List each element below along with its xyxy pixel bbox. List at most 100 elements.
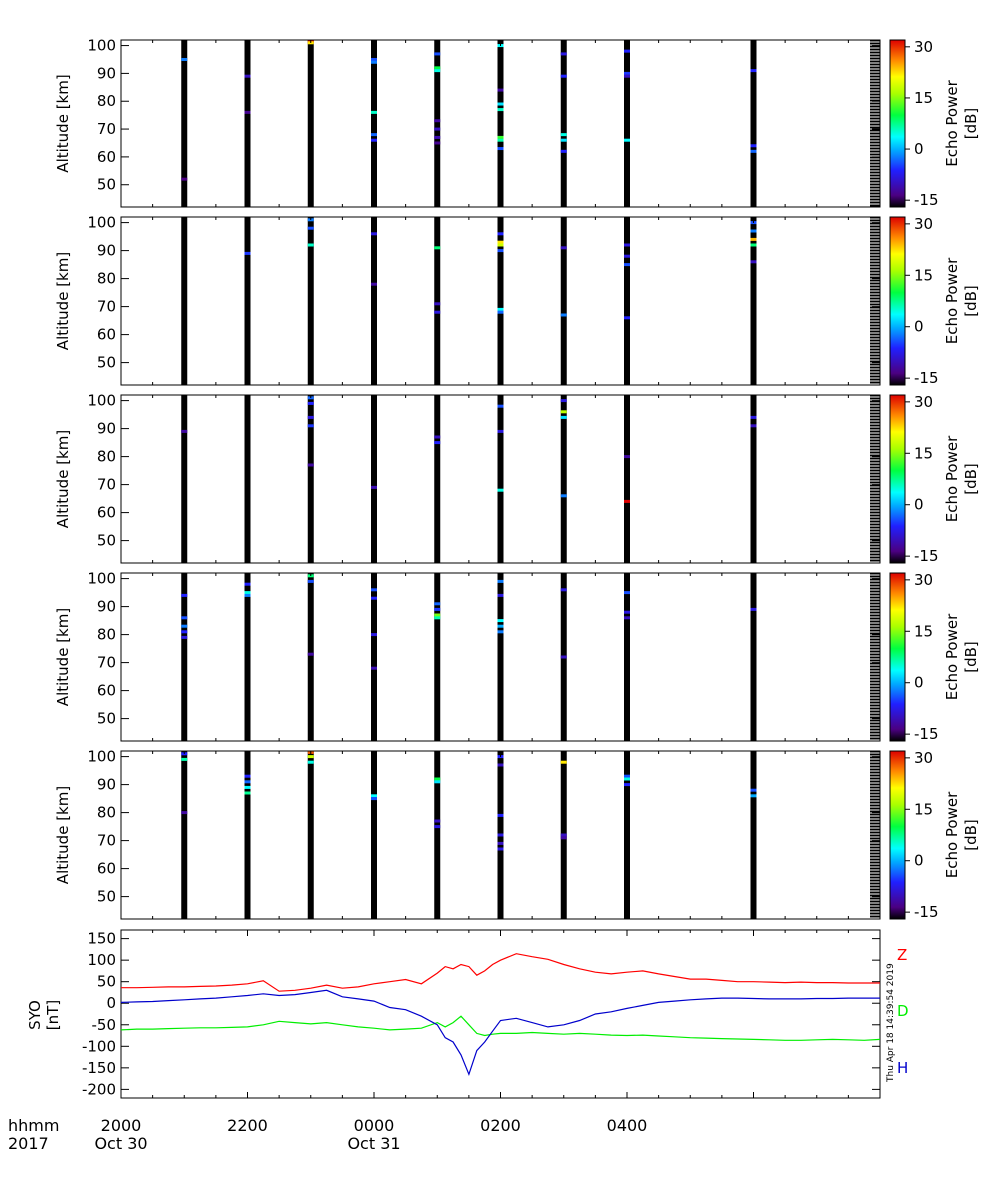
echo-layer — [497, 310, 504, 314]
beam-column — [244, 395, 251, 563]
echo-layer — [497, 429, 504, 433]
echo-layer — [497, 243, 504, 247]
y-tick-label: -150 — [82, 1059, 116, 1077]
beam-column-edge — [870, 751, 880, 919]
beam-column — [434, 395, 441, 563]
time-tick-label: 2000 — [101, 1116, 142, 1135]
colorbar-gradient — [889, 394, 906, 564]
beam-column — [497, 395, 504, 563]
echo-layer — [624, 499, 630, 503]
echo-layer — [307, 226, 314, 230]
beam-column — [181, 751, 188, 919]
echo-layer — [371, 797, 377, 801]
echo-layer — [560, 588, 567, 592]
colorbar: -15 0 15 30 Echo Power [dB] — [889, 571, 980, 743]
y-axis-label: Altitude [km] — [54, 430, 72, 528]
echo-layer — [560, 655, 567, 659]
y-tick-label: 70 — [97, 832, 116, 850]
colorbar-unit: [dB] — [962, 463, 980, 495]
echo-layer — [244, 785, 251, 789]
echo-layer — [560, 494, 567, 498]
echo-layer — [750, 243, 757, 247]
time-tick-label: 0400 — [607, 1116, 648, 1135]
echo-layer — [624, 774, 630, 778]
y-tick-label: 90 — [97, 64, 116, 82]
echo-layer — [244, 780, 251, 784]
colorbar-gradient — [889, 39, 906, 208]
legend-entry-z: Z — [897, 946, 907, 964]
echo-layer — [307, 463, 314, 467]
beam-column — [244, 573, 251, 741]
edge-column — [870, 573, 880, 741]
date-tick-label: Oct 30 — [94, 1134, 147, 1153]
beam-column — [307, 395, 314, 563]
echo-layer — [497, 624, 504, 628]
echo-layer — [497, 841, 504, 845]
beam-column — [624, 40, 630, 207]
echo-layer — [560, 410, 567, 414]
echo-layer — [244, 110, 251, 114]
beam-column — [181, 395, 188, 563]
echo-layer — [434, 66, 441, 70]
echo-layer — [434, 135, 441, 139]
y-tick-label: 80 — [97, 626, 116, 644]
echo-layer — [434, 119, 441, 123]
echo-layer — [750, 607, 757, 611]
echo-layer — [244, 591, 251, 595]
y-tick-label: 50 — [97, 973, 116, 991]
beam-column — [560, 395, 567, 563]
date-tick-label: Oct 31 — [347, 1134, 400, 1153]
echo-layer — [434, 616, 441, 620]
beam-column — [307, 40, 314, 207]
series-line-z — [121, 953, 880, 992]
echo-layer — [750, 237, 757, 241]
echo-layer — [307, 652, 314, 656]
colorbar-gradient — [889, 572, 906, 742]
colorbar-tick-label: 30 — [914, 749, 933, 767]
echo-panel-4: 50 60 70 80 90 100 Altitude [km] -15 0 15 30 Echo P… — [54, 570, 980, 744]
time-tick-label: 0000 — [354, 1116, 395, 1135]
echo-layer — [624, 71, 630, 75]
echo-layer — [181, 630, 188, 634]
echo-layer — [434, 825, 441, 829]
colorbar-unit: [dB] — [962, 819, 980, 851]
y-tick-label: 100 — [87, 214, 116, 232]
series-line-h — [120, 989, 880, 1077]
colorbar: -15 0 15 30 Echo Power [dB] — [889, 393, 980, 565]
echo-layer — [624, 138, 630, 142]
time-tick-label: 2200 — [227, 1116, 268, 1135]
echo-layer — [371, 485, 377, 489]
colorbar: -15 0 15 30 Echo Power [dB] — [889, 38, 980, 209]
echo-layer — [371, 794, 377, 798]
colorbar-tick-label: 30 — [914, 393, 933, 411]
series-line-d — [120, 1015, 881, 1041]
time-axis-year-label: 2017 — [8, 1134, 49, 1153]
echo-layer — [750, 794, 757, 798]
echo-layer — [434, 52, 441, 56]
colorbar-tick-label: 30 — [914, 38, 933, 56]
beam-column — [434, 573, 441, 741]
beam-column — [371, 40, 377, 207]
echo-layer — [497, 488, 504, 492]
echo-layer — [371, 60, 377, 64]
echo-layer — [434, 613, 441, 617]
y-tick-label: 100 — [87, 392, 116, 410]
echo-layer — [434, 780, 441, 784]
beam-column — [624, 217, 630, 385]
echo-layer — [560, 399, 567, 403]
echo-layer — [497, 108, 504, 112]
echo-layer — [434, 435, 441, 439]
echo-layer — [750, 69, 757, 73]
edge-column — [870, 217, 880, 385]
echo-layer — [497, 813, 504, 817]
echo-layer — [560, 149, 567, 153]
echo-layer — [497, 147, 504, 151]
beam-column — [181, 217, 188, 385]
colorbar-label: Echo Power — [943, 791, 961, 878]
colorbar-tick-label: -15 — [914, 369, 939, 387]
echo-layer — [497, 138, 504, 142]
echo-layer — [624, 263, 630, 267]
y-tick-label: 90 — [97, 598, 116, 616]
